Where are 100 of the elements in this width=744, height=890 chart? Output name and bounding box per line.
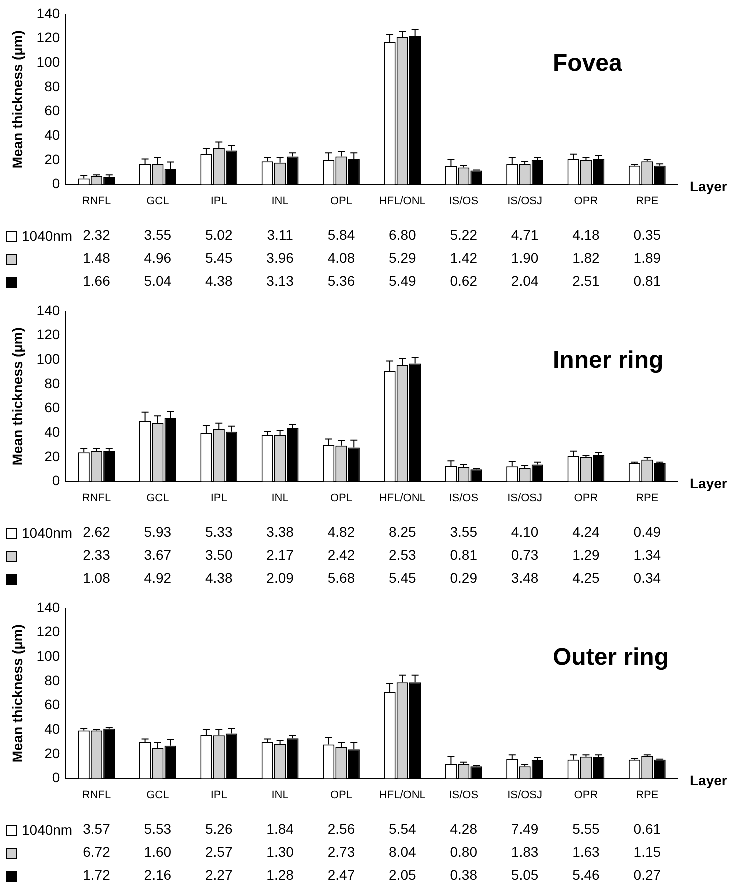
text: 1.90 <box>511 250 539 266</box>
y-tick-label: 0 <box>52 176 60 192</box>
text: 5.93 <box>144 524 172 540</box>
x-axis-title: Layer <box>690 476 728 492</box>
y-tick-label: 60 <box>44 400 60 416</box>
y-tick-label: 140 <box>36 599 60 616</box>
text: 5.36 <box>328 272 356 289</box>
y-tick-label: 20 <box>44 745 60 762</box>
text: 2.27 <box>205 866 233 883</box>
x-tick-label: IS/OS <box>449 492 479 504</box>
text: 5.84 <box>328 226 356 243</box>
text: 5.22 <box>450 226 478 243</box>
y-tick-label: 100 <box>36 648 60 664</box>
text: 3.96 <box>266 250 294 266</box>
y-tick-label: 40 <box>44 424 60 440</box>
y-tick-label: 120 <box>36 30 60 46</box>
text: 3.55 <box>450 524 478 540</box>
text: 5.29 <box>389 250 417 266</box>
x-tick-label: OPL <box>330 789 352 802</box>
text: 1040nm <box>22 524 73 542</box>
x-tick-label: GCL <box>146 789 170 802</box>
text: 3.48 <box>511 570 539 586</box>
text: 2.51 <box>572 272 600 289</box>
text: 5.45 <box>389 570 417 586</box>
text: 3.55 <box>144 226 172 243</box>
text: 4.71 <box>511 226 539 243</box>
text: 3.11 <box>267 226 294 243</box>
x-axis-title: Layer <box>690 178 728 195</box>
x-tick-label: OPR <box>574 492 598 504</box>
text: 6.80 <box>389 226 417 243</box>
y-tick-label: 100 <box>36 54 60 70</box>
text: 0.29 <box>450 570 478 586</box>
text: 4.10 <box>511 524 539 540</box>
text: 2.42 <box>328 546 356 563</box>
y-tick-label: 140 <box>36 302 60 318</box>
text: 0.49 <box>634 524 662 540</box>
text: 2.53 <box>389 546 417 563</box>
text: 1.08 <box>83 570 111 586</box>
x-tick-label: IS/OS <box>449 789 479 802</box>
text: 1.42 <box>450 250 478 266</box>
text: 5.55 <box>572 820 600 837</box>
text: 2.56 <box>328 820 356 837</box>
text: 4.38 <box>205 272 233 289</box>
x-tick-label: INL <box>272 195 289 208</box>
x-tick-label: IPL <box>210 195 228 208</box>
x-tick-label: IPL <box>210 492 228 504</box>
text: 4.08 <box>328 250 356 266</box>
text: 0.73 <box>511 546 539 563</box>
text: 3.38 <box>266 524 294 540</box>
text: 4.24 <box>572 524 600 540</box>
y-tick-label: 0 <box>52 472 60 489</box>
y-tick-label: 20 <box>44 151 60 168</box>
x-tick-label: HFL/ONL <box>379 195 426 208</box>
text: 2.09 <box>266 570 294 586</box>
text: 2.16 <box>144 866 172 883</box>
text: 5.68 <box>328 570 356 586</box>
text: 2.17 <box>266 546 294 563</box>
y-tick-label: 0 <box>52 770 60 786</box>
text: 4.18 <box>572 226 600 243</box>
x-tick-label: IS/OS <box>449 195 479 208</box>
text: 5.46 <box>572 866 600 883</box>
x-tick-label: HFL/ONL <box>379 789 426 802</box>
text: 1.83 <box>511 844 539 860</box>
y-tick-label: 80 <box>44 78 60 94</box>
text: 1040nm <box>22 821 73 839</box>
text: 1.15 <box>634 844 662 860</box>
x-tick-label: OPR <box>574 789 598 802</box>
y-tick-label: 40 <box>44 126 60 143</box>
text: 4.38 <box>205 570 233 586</box>
y-tick-label: 120 <box>36 326 60 343</box>
y-tick-label: 60 <box>44 102 60 119</box>
text: 3.13 <box>266 272 294 289</box>
y-axis-title: Mean thickness (µm) <box>9 30 26 169</box>
text: 0.34 <box>634 570 662 586</box>
text: 8.25 <box>389 524 417 540</box>
x-tick-label: RPE <box>636 195 659 208</box>
text: 0.61 <box>634 820 662 837</box>
text: 1.72 <box>83 866 111 883</box>
text: 1.30 <box>266 844 294 860</box>
x-tick-label: IS/OSJ <box>508 789 542 802</box>
x-tick-label: INL <box>272 789 289 802</box>
x-tick-label: IS/OSJ <box>508 195 542 208</box>
text: 8.04 <box>389 844 417 860</box>
text: 5.53 <box>144 820 172 837</box>
text: 4.25 <box>572 570 600 586</box>
text: 1.89 <box>634 250 662 266</box>
x-tick-label: GCL <box>146 492 170 504</box>
text: Outer ring <box>553 644 670 672</box>
text: 2.62 <box>83 524 111 540</box>
text: 4.96 <box>144 250 172 266</box>
text: 0.62 <box>450 272 478 289</box>
text: 2.32 <box>83 226 111 243</box>
x-axis-title: Layer <box>690 772 728 789</box>
text: 2.57 <box>205 844 233 860</box>
y-tick-label: 40 <box>44 720 60 737</box>
text: 1040nm <box>22 227 73 245</box>
text: 2.73 <box>328 844 356 860</box>
text: 2.33 <box>83 546 111 563</box>
text: 4.92 <box>144 570 172 586</box>
text: 4.82 <box>328 524 356 540</box>
